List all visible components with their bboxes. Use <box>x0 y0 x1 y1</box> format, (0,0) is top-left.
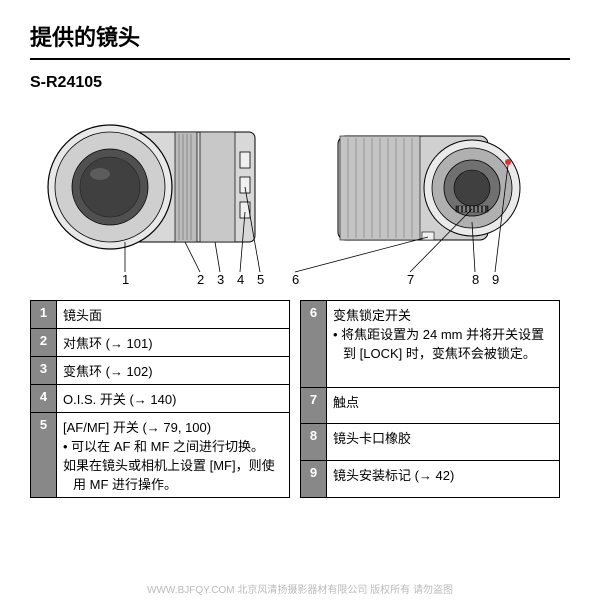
table-row: 1 镜头面 <box>31 301 290 329</box>
table-row: 4 O.I.S. 开关 (→ 140) <box>31 385 290 413</box>
row-text: [AF/MF] 开关 (→ 79, 100) • 可以在 AF 和 MF 之间进… <box>57 413 290 498</box>
label-9: 9 <box>492 272 499 287</box>
label-6: 6 <box>292 272 299 287</box>
table-row: 8 镜头卡口橡胶 <box>301 424 560 461</box>
row-text: 变焦环 (→ 102) <box>57 357 290 385</box>
row-num: 7 <box>301 387 327 424</box>
row-text: 镜头面 <box>57 301 290 329</box>
row-num: 8 <box>301 424 327 461</box>
row-num: 6 <box>301 301 327 388</box>
label-2: 2 <box>197 272 204 287</box>
row-num: 2 <box>31 329 57 357</box>
row-num: 9 <box>301 461 327 498</box>
leader-labels: 1 2 3 4 5 6 7 8 9 <box>30 272 570 292</box>
table-row: 2 对焦环 (→ 101) <box>31 329 290 357</box>
parts-table-right: 6 变焦锁定开关 • 将焦距设置为 24 mm 并将开关设置到 [LOCK] 时… <box>300 300 560 498</box>
table-row: 9 镜头安装标记 (→ 42) <box>301 461 560 498</box>
watermark: WWW.BJFQY.COM 北京风清扬摄影器材有限公司 版权所有 请勿盗图 <box>0 581 600 596</box>
row-text: 镜头安装标记 (→ 42) <box>327 461 560 498</box>
tables-row: 1 镜头面 2 对焦环 (→ 101) 3 变焦环 (→ 102) 4 O.I.… <box>30 300 570 498</box>
label-3: 3 <box>217 272 224 287</box>
row-text: 镜头卡口橡胶 <box>327 424 560 461</box>
table-row: 3 变焦环 (→ 102) <box>31 357 290 385</box>
table-row: 7 触点 <box>301 387 560 424</box>
row-text: 触点 <box>327 387 560 424</box>
label-5: 5 <box>257 272 264 287</box>
lens-front-diagram <box>30 102 570 292</box>
row-line: • 将焦距设置为 24 mm 并将开关设置到 [LOCK] 时，变焦环会被锁定。 <box>333 324 553 362</box>
row-line: 变焦锁定开关 <box>333 308 411 323</box>
label-7: 7 <box>407 272 414 287</box>
parts-table-left: 1 镜头面 2 对焦环 (→ 101) 3 变焦环 (→ 102) 4 O.I.… <box>30 300 290 498</box>
table-row: 5 [AF/MF] 开关 (→ 79, 100) • 可以在 AF 和 MF 之… <box>31 413 290 498</box>
row-num: 3 <box>31 357 57 385</box>
label-1: 1 <box>122 272 129 287</box>
label-4: 4 <box>237 272 244 287</box>
row-line: 如果在镜头或相机上设置 [MF]，则使用 MF 进行操作。 <box>63 455 283 493</box>
row-text: O.I.S. 开关 (→ 140) <box>57 385 290 413</box>
row-line: [AF/MF] 开关 (→ 79, 100) <box>63 420 211 435</box>
model-number: S-R24105 <box>30 74 570 92</box>
row-line: • 可以在 AF 和 MF 之间进行切换。 <box>63 436 283 455</box>
row-text: 对焦环 (→ 101) <box>57 329 290 357</box>
table-row: 6 变焦锁定开关 • 将焦距设置为 24 mm 并将开关设置到 [LOCK] 时… <box>301 301 560 388</box>
row-num: 4 <box>31 385 57 413</box>
row-text: 变焦锁定开关 • 将焦距设置为 24 mm 并将开关设置到 [LOCK] 时，变… <box>327 301 560 388</box>
label-8: 8 <box>472 272 479 287</box>
row-num: 5 <box>31 413 57 498</box>
row-num: 1 <box>31 301 57 329</box>
diagram-area: 1 2 3 4 5 6 7 8 9 <box>30 102 570 292</box>
page-title: 提供的镜头 <box>30 20 570 60</box>
